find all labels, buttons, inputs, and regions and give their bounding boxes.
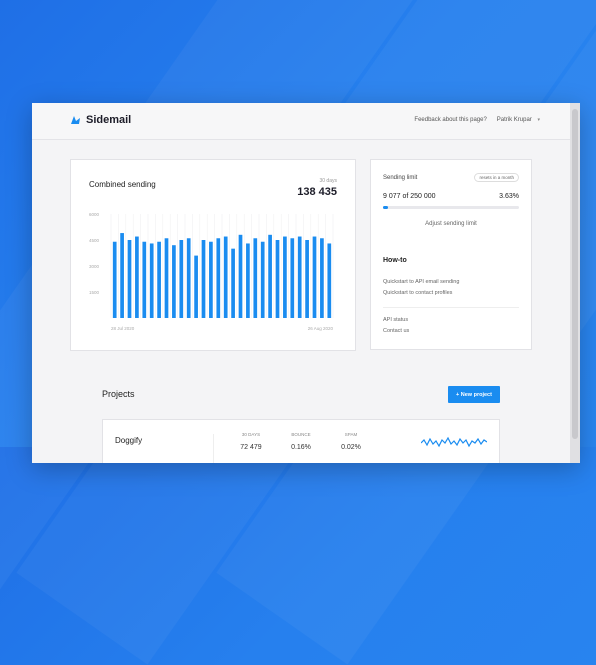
chart-bar — [283, 236, 287, 318]
header-actions: Feedback about this page? Patrik Krupar … — [414, 117, 540, 123]
scrollbar[interactable] — [570, 103, 580, 463]
chart-bar — [246, 243, 250, 318]
chart-bar — [179, 240, 184, 318]
chart-bar — [120, 233, 124, 318]
limit-progress-bar — [383, 206, 519, 209]
feedback-link[interactable]: Feedback about this page? — [414, 117, 487, 123]
chart-bar — [327, 243, 332, 318]
user-menu[interactable]: Patrik Krupar ▾ — [497, 117, 540, 123]
stat-value-bounce: 0.16% — [291, 444, 311, 451]
stat-label-30-days: 30 DAYS — [241, 432, 261, 437]
project-name: Doggify — [115, 436, 143, 445]
howto-title: How-to — [383, 257, 407, 264]
y-tick-label: 1500 — [89, 290, 100, 295]
howto-link-contacts[interactable]: Quickstart to contact profiles — [383, 290, 453, 296]
stat-label-bounce: BOUNCE — [291, 432, 311, 437]
x-tick-label: 28 Jul 2020 — [111, 326, 135, 331]
limit-label: Sending limit — [383, 175, 418, 181]
howto-links: Quickstart to API email sending Quicksta… — [383, 277, 459, 299]
chart-bar — [231, 248, 235, 318]
chart-period: 30 days — [319, 178, 337, 184]
new-project-button[interactable]: + New project — [448, 386, 500, 403]
chart-bar — [253, 238, 258, 318]
sending-sparkline — [421, 436, 487, 448]
chart-bar — [135, 236, 139, 318]
chart-bar — [172, 245, 176, 318]
x-tick-label: 26 Aug 2020 — [308, 326, 334, 331]
chart-bar — [320, 238, 324, 318]
sidemail-logo-icon — [71, 116, 80, 124]
chart-bar — [157, 241, 161, 318]
chevron-down-icon: ▾ — [537, 117, 540, 123]
support-links: API status Contact us — [383, 315, 409, 337]
stat-value-30-days: 72 479 — [240, 444, 262, 451]
chart-bar — [186, 238, 191, 318]
sending-limit-card: Sending limit resets in a month 9 077 of… — [370, 159, 532, 245]
stat-value-spam: 0.02% — [341, 444, 361, 451]
chart-bar — [312, 236, 317, 318]
scrollbar-thumb[interactable] — [572, 109, 578, 439]
user-name: Patrik Krupar — [496, 117, 532, 123]
contact-us-link[interactable]: Contact us — [383, 328, 410, 334]
limit-progress-fill — [383, 206, 388, 209]
chart-bar — [201, 240, 206, 318]
chart-bar — [238, 234, 243, 318]
sending-bar-chart: 6000 4500 3000 1500 28 Jul 2020 26 Aug 2020 — [89, 212, 334, 331]
y-tick-label: 4500 — [89, 238, 100, 243]
chart-bar — [305, 240, 309, 318]
y-tick-label: 6000 — [89, 212, 100, 217]
project-card[interactable]: Doggify 30 DAYS 72 479 BOUNCE 0.16% SPAM… — [102, 419, 500, 463]
brand-logo[interactable]: Sidemail — [70, 114, 131, 126]
chart-bar — [209, 241, 213, 318]
chart-bar — [275, 240, 280, 318]
brand-name: Sidemail — [86, 114, 132, 126]
chart-bar — [260, 241, 265, 318]
howto-link-api[interactable]: Quickstart to API email sending — [383, 279, 460, 285]
chart-bar — [290, 238, 295, 318]
chart-bar — [268, 234, 272, 318]
combined-sending-card: Combined sending 30 days 138 435 6000 450… — [70, 159, 356, 351]
chart-bar — [142, 241, 147, 318]
app-window: Sidemail Feedback about this page? Patri… — [32, 103, 580, 463]
chart-bar — [112, 241, 117, 318]
adjust-limit-link[interactable]: Adjust sending limit — [425, 221, 477, 227]
divider — [383, 307, 519, 308]
chart-total: 138 435 — [297, 186, 337, 198]
chart-bar — [127, 240, 132, 318]
chart-bar — [216, 238, 221, 318]
limit-percent: 3.63% — [499, 193, 519, 200]
reset-badge: resets in a month — [474, 173, 519, 182]
chart-title: Combined sending — [89, 180, 156, 189]
api-status-link[interactable]: API status — [383, 317, 409, 323]
howto-card: How-to Quickstart to API email sending Q… — [370, 243, 532, 350]
chart-bar — [223, 236, 228, 318]
top-navigation: Sidemail Feedback about this page? Patri… — [32, 103, 570, 140]
projects-heading: Projects — [102, 389, 135, 399]
stat-label-spam: SPAM — [344, 432, 358, 437]
divider — [213, 434, 214, 463]
chart-bar — [164, 238, 169, 318]
limit-value: 9 077 of 250 000 — [383, 193, 436, 200]
chart-bar — [194, 255, 198, 318]
chart-bar — [297, 236, 302, 318]
y-tick-label: 3000 — [89, 264, 100, 269]
chart-bar — [149, 243, 154, 318]
